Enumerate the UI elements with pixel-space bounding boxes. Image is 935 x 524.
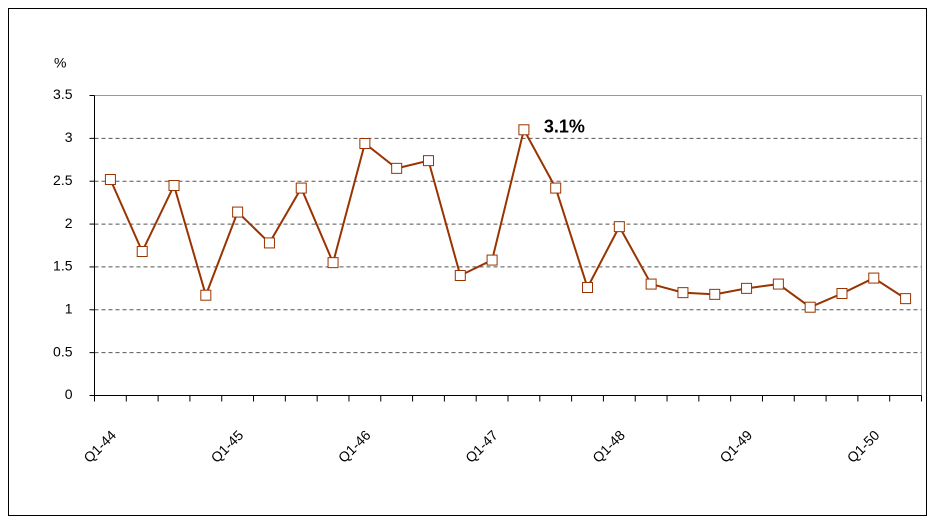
- annotation: 3.1%: [544, 117, 585, 137]
- y-tick-label: 3: [65, 129, 73, 145]
- point-marker: [836, 288, 848, 299]
- y-tick-label: 3.5: [53, 86, 73, 102]
- y-tick-label: 1.5: [53, 258, 73, 274]
- point-marker: [136, 246, 148, 257]
- point-marker: [486, 254, 498, 266]
- y-tick-label: 0.5: [53, 343, 73, 359]
- point-marker: [391, 162, 403, 174]
- point-marker: [359, 138, 371, 149]
- point-marker: [200, 289, 212, 301]
- point-marker: [613, 221, 625, 233]
- point-marker: [582, 282, 594, 293]
- point-marker: [645, 278, 657, 290]
- point-marker: [550, 182, 562, 194]
- point-marker: [104, 174, 116, 185]
- point-marker: [772, 278, 784, 290]
- point-marker: [868, 272, 880, 284]
- point-marker: [709, 288, 721, 300]
- point-marker: [518, 124, 530, 136]
- plot-area: [94, 95, 922, 396]
- point-marker: [295, 182, 307, 194]
- point-marker: [900, 293, 912, 305]
- y-tick-label: 1: [65, 300, 73, 316]
- y-tick-label: 0: [65, 386, 73, 402]
- point-marker: [232, 206, 244, 218]
- point-marker: [804, 301, 816, 313]
- y-tick-label: 2: [65, 215, 73, 231]
- y-axis-label: %: [54, 55, 66, 71]
- point-marker: [741, 282, 753, 294]
- point-marker: [263, 237, 275, 249]
- y-tick-label: 2.5: [53, 172, 73, 188]
- point-marker: [454, 270, 466, 281]
- point-marker: [422, 155, 434, 167]
- point-marker: [168, 180, 180, 191]
- point-marker: [677, 287, 689, 299]
- point-marker: [327, 257, 339, 269]
